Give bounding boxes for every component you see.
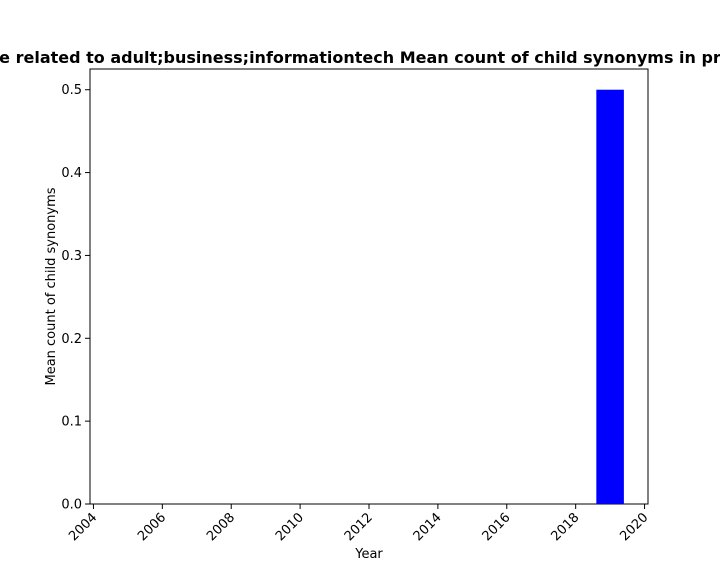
plot-area xyxy=(89,68,649,505)
x-tick-label: 2010 xyxy=(273,510,307,544)
x-tick-label: 2012 xyxy=(342,510,376,544)
x-axis-label: Year xyxy=(354,547,383,562)
y-tick-label: 0.2 xyxy=(61,332,82,347)
y-axis: 0.0 0.1 0.2 0.3 0.4 0.5 xyxy=(61,83,90,513)
y-tick-label: 0.0 xyxy=(61,498,82,513)
y-tick-label: 0.5 xyxy=(61,83,82,98)
x-tick-label: 2020 xyxy=(617,510,651,544)
y-tick-label: 0.3 xyxy=(61,249,82,264)
bars-group xyxy=(596,89,624,504)
y-tick-label: 0.1 xyxy=(61,415,82,430)
x-tick-label: 2004 xyxy=(66,510,100,544)
x-axis: 2004 2006 2008 2010 2012 2014 2016 2018 2020 xyxy=(66,504,651,544)
x-tick-label: 2016 xyxy=(480,510,514,544)
x-tick-label: 2008 xyxy=(204,510,238,544)
bar xyxy=(596,89,624,504)
x-tick-label: 2006 xyxy=(135,510,169,544)
x-tick-label: 2014 xyxy=(411,510,445,544)
chart-title: e related to adult;business;informationt… xyxy=(0,48,720,67)
y-tick-label: 0.4 xyxy=(61,166,82,181)
x-tick-label: 2018 xyxy=(548,510,582,544)
y-axis-label: Mean count of child synonyms xyxy=(44,187,59,385)
